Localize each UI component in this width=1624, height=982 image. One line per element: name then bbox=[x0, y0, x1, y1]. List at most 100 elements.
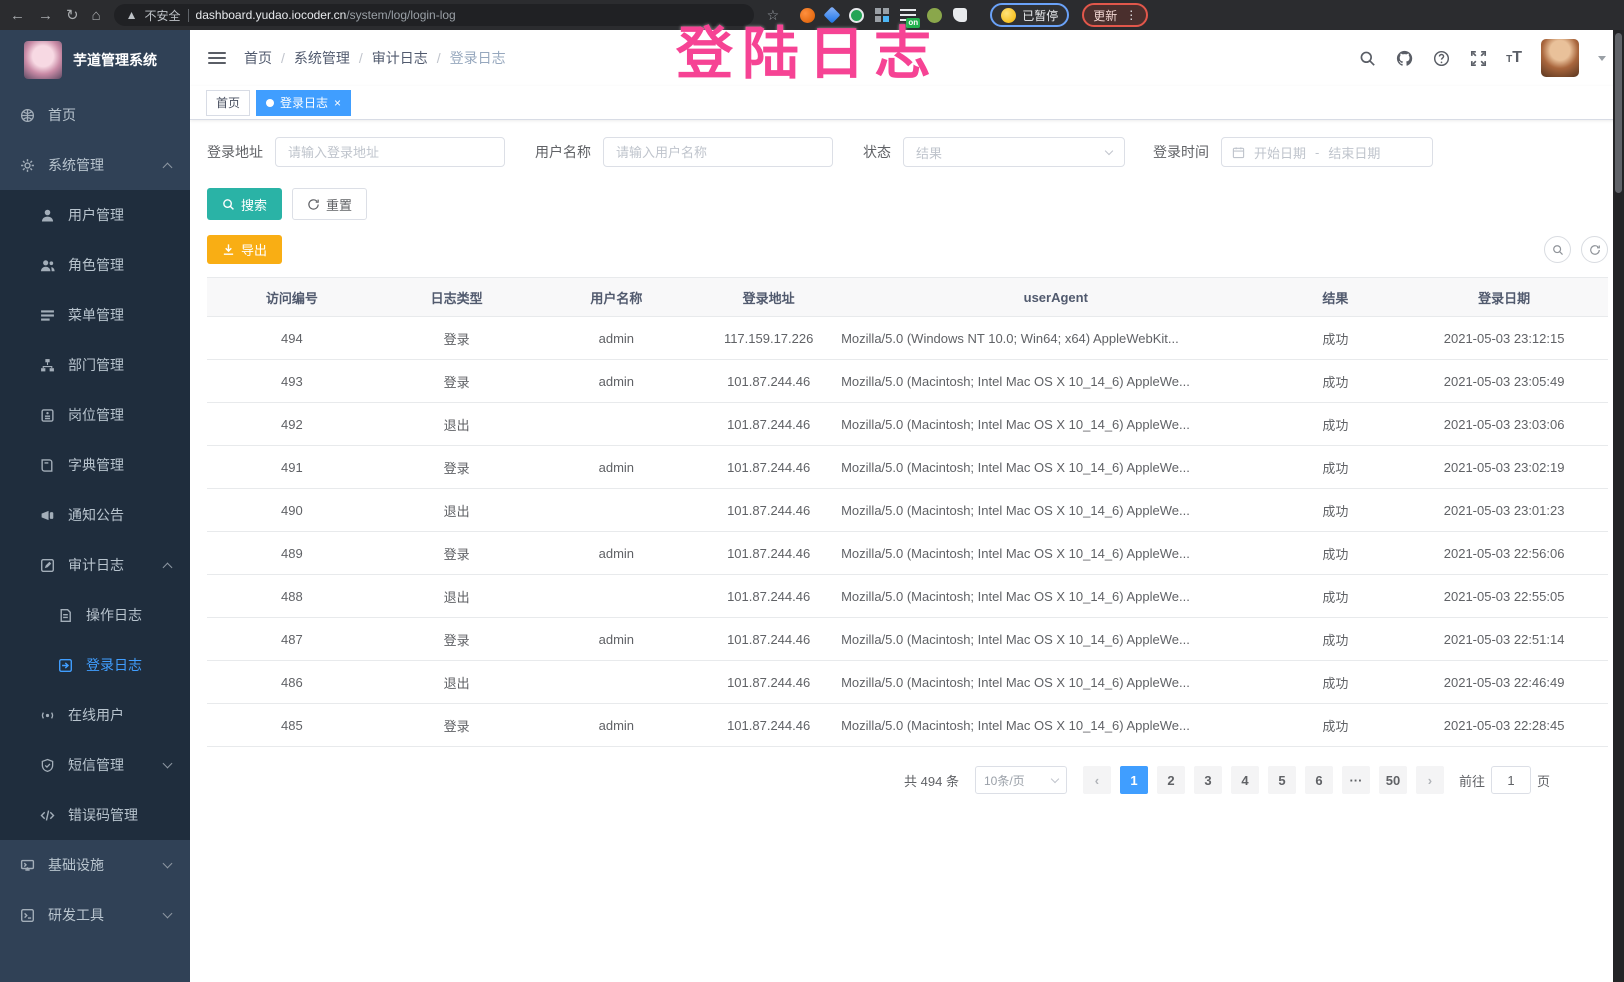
shield-icon bbox=[39, 758, 55, 773]
sidebar-item-list[interactable]: 菜单管理 bbox=[0, 290, 190, 340]
page-size-select[interactable]: 10条/页 bbox=[974, 766, 1067, 794]
extension-green-circle-icon[interactable] bbox=[849, 7, 865, 23]
login-address-label: 登录地址 bbox=[207, 144, 263, 160]
table-row[interactable]: 488 退出 101.87.244.46 Mozilla/5.0 (Macintosh… bbox=[207, 574, 1608, 618]
breadcrumb-item[interactable]: 审计日志 bbox=[371, 50, 428, 66]
page-button-5[interactable]: 5 bbox=[1267, 766, 1296, 794]
chevron-down-icon bbox=[162, 908, 173, 919]
table-row[interactable]: 491 登录 admin 101.87.244.46 Mozilla/5.0 (Maci… bbox=[207, 445, 1608, 489]
page-content: 登录地址 用户名称 状态 结果 登录时间 开始日期 - 结束日期 搜索 bbox=[190, 120, 1624, 794]
sidebar-item-badge[interactable]: 岗位管理 bbox=[0, 390, 190, 440]
search-button[interactable]: 搜索 bbox=[207, 188, 283, 220]
sidebar-item-infra[interactable]: 基础设施 bbox=[0, 840, 190, 890]
tag-active[interactable]: 登录日志 × bbox=[256, 89, 352, 116]
table-row[interactable]: 492 退出 101.87.244.46 Mozilla/5.0 (Macintosh… bbox=[207, 402, 1608, 446]
help-icon[interactable] bbox=[1432, 49, 1450, 67]
cell-login-date: 2021-05-03 23:03:06 bbox=[1400, 402, 1608, 446]
infra-icon bbox=[19, 858, 35, 873]
table-row[interactable]: 494 登录 admin 117.159.17.226 Mozilla/5.0 (Win… bbox=[207, 316, 1608, 360]
app-logo-row[interactable]: 芋道管理系统 bbox=[0, 30, 190, 90]
login-time-range-picker[interactable]: 开始日期 - 结束日期 bbox=[1221, 137, 1433, 167]
prev-page-button[interactable]: ‹ bbox=[1082, 766, 1111, 794]
refresh-button[interactable] bbox=[1581, 236, 1608, 263]
sidebar-item-tree[interactable]: 部门管理 bbox=[0, 340, 190, 390]
sidebar-item-doc[interactable]: 操作日志 bbox=[0, 590, 190, 640]
sidebar-item-megaphone[interactable]: 通知公告 bbox=[0, 490, 190, 540]
home-icon[interactable]: ⌂ bbox=[91, 6, 101, 24]
avatar-caret-icon[interactable] bbox=[1598, 55, 1606, 61]
sidebar-item-people[interactable]: 角色管理 bbox=[0, 240, 190, 290]
sidebar-item-edit[interactable]: 审计日志 bbox=[0, 540, 190, 590]
page-button-6[interactable]: 6 bbox=[1304, 766, 1333, 794]
url-path: /system/log/login-log bbox=[346, 8, 456, 22]
scrollbar[interactable] bbox=[1613, 30, 1624, 982]
extension-orange-icon[interactable] bbox=[800, 7, 816, 23]
sidebar-item-book[interactable]: 字典管理 bbox=[0, 440, 190, 490]
page-button-50[interactable]: 50 bbox=[1378, 766, 1407, 794]
font-size-icon[interactable]: TT bbox=[1506, 49, 1522, 66]
username-input[interactable] bbox=[603, 137, 833, 167]
status-select[interactable]: 结果 bbox=[903, 137, 1125, 167]
login-time-label: 登录时间 bbox=[1153, 144, 1209, 160]
hamburger-icon[interactable] bbox=[208, 52, 226, 64]
sidebar-item-home[interactable]: 首页 bbox=[0, 90, 190, 140]
table-row[interactable]: 490 退出 101.87.244.46 Mozilla/5.0 (Macintosh… bbox=[207, 488, 1608, 532]
goto-page-input[interactable] bbox=[1490, 766, 1531, 794]
breadcrumb-item[interactable]: 首页 bbox=[244, 50, 272, 66]
security-label[interactable]: 不安全 bbox=[144, 8, 181, 23]
github-icon[interactable] bbox=[1395, 49, 1413, 67]
address-bar[interactable]: ▲ 不安全 dashboard.yudao.iocoder.cn/system/… bbox=[113, 4, 754, 26]
extension-list-icon[interactable]: on bbox=[900, 8, 921, 28]
chevron-down-icon bbox=[1050, 774, 1060, 783]
sidebar-item-label: 通知公告 bbox=[68, 507, 124, 523]
table-toolbar: 导出 bbox=[207, 235, 1608, 264]
extension-diamond-icon[interactable] bbox=[823, 6, 841, 24]
reload-icon[interactable]: ↻ bbox=[66, 7, 79, 24]
page-button-4[interactable]: 4 bbox=[1230, 766, 1259, 794]
cell-id: 492 bbox=[207, 402, 377, 446]
cell-user-agent: Mozilla/5.0 (Macintosh; Intel Mac OS X 1… bbox=[841, 359, 1271, 403]
update-button[interactable]: 更新 ⋮ bbox=[1082, 3, 1149, 27]
chrome-menu-icon[interactable]: ⋮ bbox=[1125, 8, 1138, 22]
table-row[interactable]: 487 登录 admin 101.87.244.46 Mozilla/5.0 (Maci… bbox=[207, 617, 1608, 661]
breadcrumb-item[interactable]: 系统管理 bbox=[293, 50, 350, 66]
export-button-label: 导出 bbox=[241, 243, 268, 258]
export-button[interactable]: 导出 bbox=[207, 235, 283, 264]
user-avatar[interactable] bbox=[1541, 39, 1579, 77]
profile-paused-badge[interactable]: 已暂停 bbox=[990, 3, 1070, 27]
filter-actions: 搜索 重置 bbox=[207, 188, 1608, 220]
sidebar-item-shield[interactable]: 短信管理 bbox=[0, 740, 190, 790]
table-row[interactable]: 493 登录 admin 101.87.244.46 Mozilla/5.0 (Maci… bbox=[207, 359, 1608, 403]
extension-grid-icon[interactable] bbox=[875, 8, 890, 22]
table-row[interactable]: 486 退出 101.87.244.46 Mozilla/5.0 (Macintosh… bbox=[207, 660, 1608, 704]
cell-user-agent: Mozilla/5.0 (Macintosh; Intel Mac OS X 1… bbox=[841, 445, 1271, 489]
omnibox-divider bbox=[187, 8, 189, 22]
extension-leaf-icon[interactable] bbox=[927, 7, 943, 23]
reset-button[interactable]: 重置 bbox=[292, 188, 368, 220]
scrollbar-thumb[interactable] bbox=[1615, 33, 1622, 193]
sidebar-item-gear[interactable]: 系统管理 bbox=[0, 140, 190, 190]
breadcrumb-item[interactable]: 登录日志 bbox=[449, 50, 506, 66]
page-button-3[interactable]: 3 bbox=[1193, 766, 1222, 794]
page-button-2[interactable]: 2 bbox=[1156, 766, 1185, 794]
tag-close-icon[interactable]: × bbox=[334, 95, 342, 110]
next-page-button[interactable]: › bbox=[1415, 766, 1444, 794]
sidebar-item-online[interactable]: 在线用户 bbox=[0, 690, 190, 740]
extensions-puzzle-icon[interactable] bbox=[953, 8, 968, 22]
sidebar-item-user[interactable]: 用户管理 bbox=[0, 190, 190, 240]
login-address-input[interactable] bbox=[275, 137, 505, 167]
toggle-search-button[interactable] bbox=[1544, 236, 1571, 263]
column-header: 登录日期 bbox=[1400, 277, 1608, 317]
sidebar-item-code[interactable]: 错误码管理 bbox=[0, 790, 190, 840]
forward-icon[interactable]: → bbox=[38, 6, 53, 24]
table-row[interactable]: 489 登录 admin 101.87.244.46 Mozilla/5.0 (Maci… bbox=[207, 531, 1608, 575]
sidebar-item-login[interactable]: 登录日志 bbox=[0, 640, 190, 690]
fullscreen-icon[interactable] bbox=[1469, 49, 1487, 67]
back-icon[interactable]: ← bbox=[10, 6, 25, 24]
sidebar-item-tool[interactable]: 研发工具 bbox=[0, 890, 190, 940]
table-row[interactable]: 485 登录 admin 101.87.244.46 Mozilla/5.0 (Maci… bbox=[207, 703, 1608, 747]
bookmark-star-icon[interactable]: ☆ bbox=[766, 6, 780, 23]
page-button-1[interactable]: 1 bbox=[1119, 766, 1148, 794]
tag-item[interactable]: 首页 bbox=[206, 89, 251, 116]
search-icon[interactable] bbox=[1358, 49, 1376, 67]
